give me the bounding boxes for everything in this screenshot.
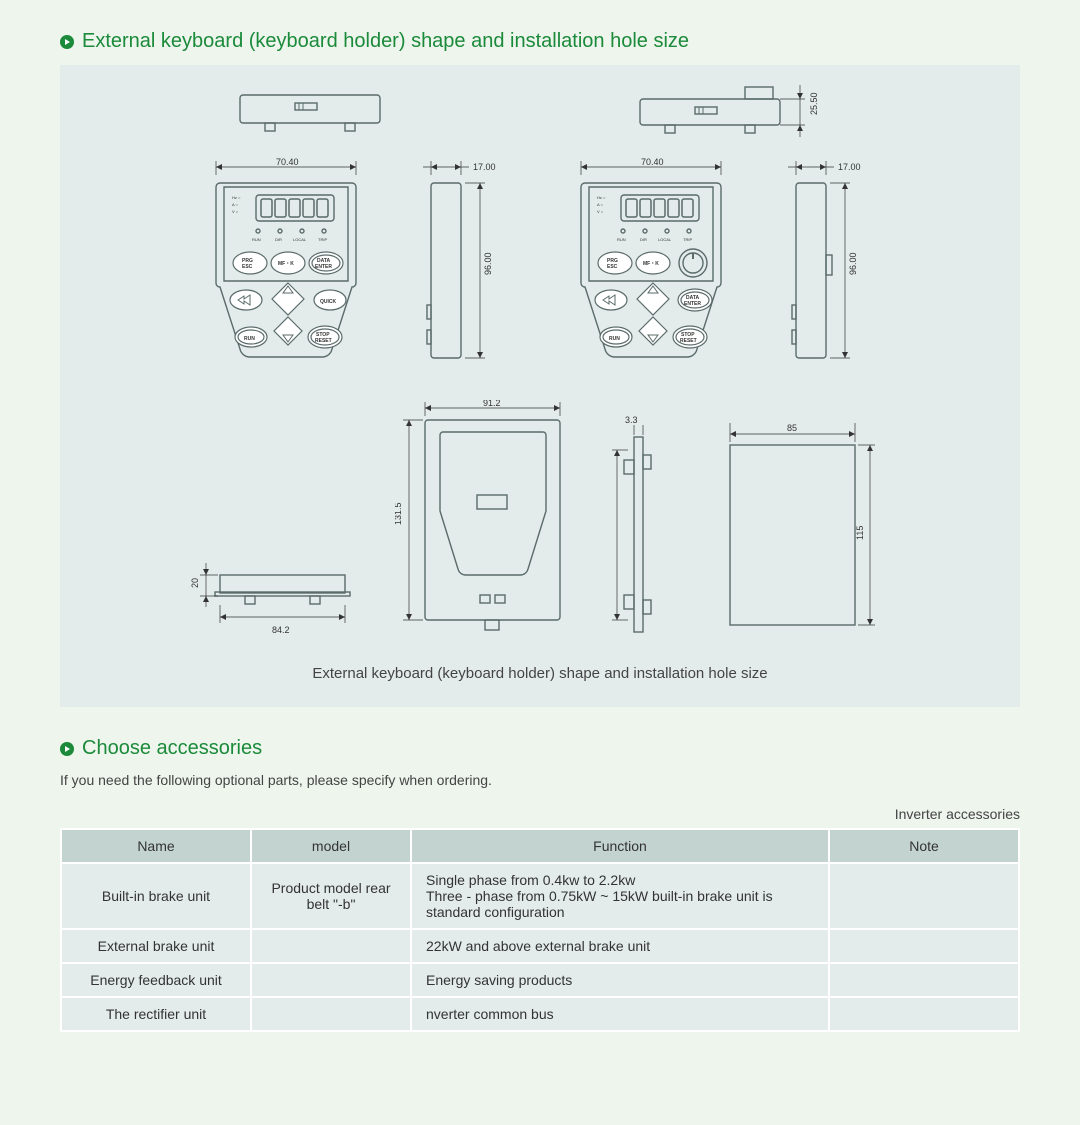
- dim-cutout-h: 115: [855, 526, 865, 540]
- cell-model: [251, 963, 411, 997]
- dim-side-d: 17.00: [473, 162, 496, 172]
- table-row: Built-in brake unitProduct model rear be…: [61, 863, 1019, 929]
- holder-cutout: 85 115: [715, 420, 890, 650]
- th-name: Name: [61, 829, 251, 863]
- cell-note: [829, 997, 1019, 1031]
- dim-front-h2: 96.00: [848, 252, 858, 275]
- cell-func: Energy saving products: [411, 963, 829, 997]
- accessories-table: Name model Function Note Built-in brake …: [60, 828, 1020, 1032]
- cell-func: Single phase from 0.4kw to 2.2kw Three -…: [411, 863, 829, 929]
- cell-name: The rectifier unit: [61, 997, 251, 1031]
- dim-top-height: 25.50: [809, 92, 819, 115]
- svg-text:MF・K: MF・K: [278, 261, 294, 267]
- table-row: Energy feedback unit Energy saving produc…: [61, 963, 1019, 997]
- holder-top: 20 84.2: [190, 555, 360, 650]
- section2-intro: If you need the following optional parts…: [60, 772, 1020, 788]
- cell-func: nverter common bus: [411, 997, 829, 1031]
- svg-text:ENTER: ENTER: [684, 301, 701, 307]
- svg-text:QUICK: QUICK: [320, 299, 337, 305]
- svg-text:RUN: RUN: [244, 336, 255, 342]
- svg-text:LOCAL: LOCAL: [293, 237, 307, 242]
- diagram-row-front: 70.40 Hz ○A ○V ○ RUNDIRLOCALTRIP PRGESC: [90, 155, 990, 385]
- cell-func: 22kW and above external brake unit: [411, 929, 829, 963]
- cell-note: [829, 963, 1019, 997]
- cell-name: Energy feedback unit: [61, 963, 251, 997]
- svg-text:MF・K: MF・K: [643, 261, 659, 267]
- holder-side: 3.3 114.2: [610, 415, 680, 650]
- svg-text:RUN: RUN: [609, 336, 620, 342]
- svg-text:A ○: A ○: [597, 202, 604, 207]
- cell-model: Product model rear belt "-b": [251, 863, 411, 929]
- section1-title: External keyboard (keyboard holder) shap…: [82, 30, 689, 53]
- svg-text:V ○: V ○: [597, 209, 604, 214]
- diagram-row-holder: 20 84.2 91.2: [90, 400, 990, 650]
- svg-text:ENTER: ENTER: [315, 264, 332, 270]
- diagram-panel: 25.50 70.40: [60, 65, 1020, 707]
- svg-text:RUN: RUN: [617, 237, 626, 242]
- dim-holder-fh: 131.5: [395, 502, 403, 525]
- cell-model: [251, 997, 411, 1031]
- dim-front-w2: 70.40: [641, 157, 664, 167]
- dim-front-w: 70.40: [276, 157, 299, 167]
- dim-holder-top-w: 84.2: [272, 625, 290, 635]
- table-row: External brake unit 22kW and above extern…: [61, 929, 1019, 963]
- svg-text:LOCAL: LOCAL: [658, 237, 672, 242]
- diagram-row-top: 25.50: [90, 85, 990, 140]
- th-func: Function: [411, 829, 829, 863]
- keypad-side-b: 17.00 96.00: [788, 155, 883, 385]
- holder-front: 91.2 131.5: [395, 400, 575, 650]
- diagram-caption: External keyboard (keyboard holder) shap…: [90, 665, 990, 682]
- dim-cutout-w: 85: [787, 423, 797, 433]
- bullet-icon: [60, 35, 74, 49]
- dim-holder-sd: 3.3: [625, 415, 638, 425]
- cell-name: External brake unit: [61, 929, 251, 963]
- cell-note: [829, 929, 1019, 963]
- keypad-front-b: 70.40 Hz ○A ○V ○ RUNDIRLOCALTRIP PRGESC …: [563, 155, 738, 385]
- th-model: model: [251, 829, 411, 863]
- svg-text:V ○: V ○: [232, 209, 239, 214]
- dim-front-h: 96.00: [483, 252, 493, 275]
- svg-text:TRIP: TRIP: [683, 237, 692, 242]
- svg-text:TRIP: TRIP: [318, 237, 327, 242]
- keypad-front-a: 70.40 Hz ○A ○V ○ RUNDIRLOCALTRIP PRGESC: [198, 155, 373, 385]
- bullet-icon: [60, 742, 74, 756]
- svg-text:ESC: ESC: [242, 264, 253, 270]
- svg-text:Hz ○: Hz ○: [232, 195, 241, 200]
- keypad-top-view-b: 25.50: [625, 85, 855, 140]
- svg-text:RUN: RUN: [252, 237, 261, 242]
- dim-holder-top-h: 20: [190, 578, 200, 588]
- table-row: The rectifier unit nverter common bus: [61, 997, 1019, 1031]
- th-note: Note: [829, 829, 1019, 863]
- section1-header: External keyboard (keyboard holder) shap…: [60, 30, 1020, 53]
- svg-text:DIR: DIR: [275, 237, 282, 242]
- table-label: Inverter accessories: [60, 806, 1020, 822]
- cell-name: Built-in brake unit: [61, 863, 251, 929]
- svg-text:ESC: ESC: [607, 264, 618, 270]
- keypad-top-view-a: [225, 85, 395, 140]
- svg-text:Hz ○: Hz ○: [597, 195, 606, 200]
- dim-holder-sh: 114.2: [610, 518, 611, 540]
- keypad-side-a: 17.00 96.00: [423, 155, 513, 385]
- svg-text:RESET: RESET: [315, 338, 332, 344]
- svg-text:RESET: RESET: [680, 338, 697, 344]
- svg-text:A ○: A ○: [232, 202, 239, 207]
- dim-side-d2: 17.00: [838, 162, 861, 172]
- cell-note: [829, 863, 1019, 929]
- section2-title: Choose accessories: [82, 737, 262, 760]
- dim-holder-fw: 91.2: [483, 400, 501, 408]
- svg-text:DIR: DIR: [640, 237, 647, 242]
- section2-header: Choose accessories: [60, 737, 1020, 760]
- cell-model: [251, 929, 411, 963]
